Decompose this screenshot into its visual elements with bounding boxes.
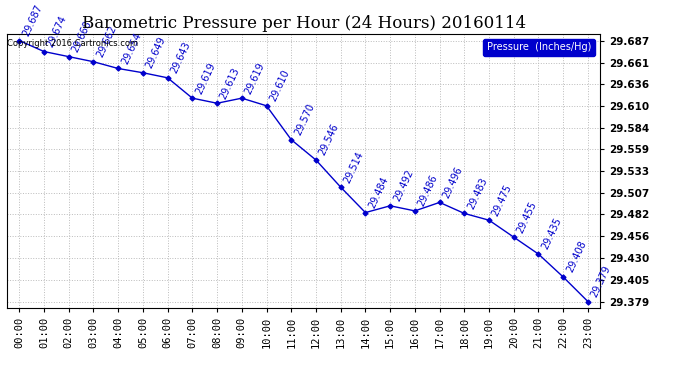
- Pressure  (Inches/Hg): [287, 138, 295, 142]
- Text: 29.379: 29.379: [589, 264, 613, 299]
- Text: 29.435: 29.435: [540, 216, 563, 251]
- Text: 29.649: 29.649: [144, 35, 168, 70]
- Line: Pressure  (Inches/Hg): Pressure (Inches/Hg): [17, 39, 590, 303]
- Pressure  (Inches/Hg): [337, 185, 345, 189]
- Pressure  (Inches/Hg): [164, 76, 172, 80]
- Text: 29.484: 29.484: [367, 175, 390, 210]
- Pressure  (Inches/Hg): [237, 96, 246, 100]
- Text: 29.619: 29.619: [194, 61, 217, 95]
- Text: 29.492: 29.492: [391, 168, 415, 203]
- Text: 29.408: 29.408: [564, 239, 588, 274]
- Text: 29.570: 29.570: [293, 102, 316, 137]
- Pressure  (Inches/Hg): [213, 101, 221, 105]
- Text: 29.613: 29.613: [219, 66, 241, 100]
- Text: 29.674: 29.674: [46, 14, 69, 49]
- Pressure  (Inches/Hg): [386, 204, 394, 208]
- Pressure  (Inches/Hg): [362, 210, 370, 215]
- Title: Barometric Pressure per Hour (24 Hours) 20160114: Barometric Pressure per Hour (24 Hours) …: [81, 15, 526, 32]
- Text: 29.546: 29.546: [317, 122, 341, 157]
- Text: 29.662: 29.662: [95, 24, 118, 59]
- Text: 29.455: 29.455: [515, 200, 539, 234]
- Pressure  (Inches/Hg): [510, 235, 518, 239]
- Pressure  (Inches/Hg): [460, 211, 469, 216]
- Pressure  (Inches/Hg): [485, 218, 493, 222]
- Pressure  (Inches/Hg): [262, 104, 270, 108]
- Pressure  (Inches/Hg): [534, 252, 542, 257]
- Pressure  (Inches/Hg): [40, 49, 48, 54]
- Text: 29.475: 29.475: [491, 182, 514, 218]
- Pressure  (Inches/Hg): [89, 60, 97, 64]
- Pressure  (Inches/Hg): [114, 66, 122, 71]
- Legend: Pressure  (Inches/Hg): Pressure (Inches/Hg): [483, 39, 595, 56]
- Pressure  (Inches/Hg): [139, 70, 147, 75]
- Text: 29.496: 29.496: [441, 165, 464, 200]
- Text: Copyright 2016 Cartronics.com: Copyright 2016 Cartronics.com: [8, 39, 139, 48]
- Text: 29.687: 29.687: [21, 3, 44, 38]
- Text: 29.643: 29.643: [169, 40, 193, 75]
- Pressure  (Inches/Hg): [411, 209, 419, 213]
- Text: 29.619: 29.619: [243, 61, 266, 95]
- Pressure  (Inches/Hg): [435, 200, 444, 205]
- Text: 29.514: 29.514: [342, 150, 366, 184]
- Text: 29.668: 29.668: [70, 19, 93, 54]
- Text: 29.483: 29.483: [466, 176, 489, 211]
- Pressure  (Inches/Hg): [312, 158, 320, 162]
- Pressure  (Inches/Hg): [188, 96, 197, 100]
- Pressure  (Inches/Hg): [584, 299, 592, 304]
- Text: 29.486: 29.486: [416, 173, 440, 208]
- Text: 29.654: 29.654: [119, 31, 143, 66]
- Pressure  (Inches/Hg): [65, 54, 73, 59]
- Pressure  (Inches/Hg): [559, 275, 567, 279]
- Pressure  (Inches/Hg): [15, 38, 23, 43]
- Text: 29.610: 29.610: [268, 68, 291, 103]
